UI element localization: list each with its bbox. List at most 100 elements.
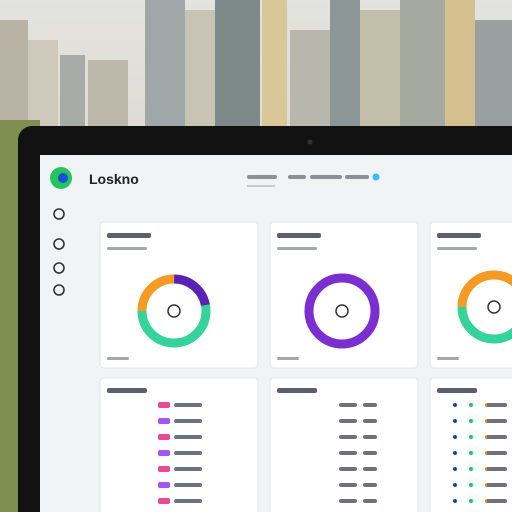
list-chip (158, 418, 170, 424)
list-text (487, 499, 507, 503)
building (445, 0, 475, 130)
nav-item[interactable] (247, 175, 277, 179)
city-skyline (0, 0, 512, 130)
list-dot (453, 467, 457, 471)
donut-segment (304, 273, 380, 349)
card-subtitle (277, 247, 317, 250)
list-text (174, 419, 202, 423)
list-dot (453, 499, 457, 503)
card-title (277, 388, 317, 393)
card-title (437, 233, 481, 238)
nav-item[interactable] (345, 175, 369, 179)
list-dot (453, 483, 457, 487)
building (262, 0, 287, 130)
cards (99, 221, 512, 512)
nav-item[interactable] (310, 175, 342, 179)
sidebar-icon[interactable] (53, 238, 65, 250)
list-text (363, 483, 377, 487)
building (185, 10, 215, 130)
card-footer (277, 357, 299, 360)
donut-icon (487, 300, 501, 314)
list-text (487, 483, 507, 487)
list-text (363, 499, 377, 503)
list-text (174, 451, 202, 455)
list-text (339, 403, 357, 407)
building (400, 0, 445, 130)
list-chip (158, 466, 170, 472)
list-text (339, 467, 357, 471)
list-text (174, 435, 202, 439)
list-text (363, 467, 377, 471)
sidebar-icon[interactable] (53, 284, 65, 296)
building (330, 0, 360, 130)
list-chip (158, 434, 170, 440)
list-text (487, 419, 507, 423)
list-chip (158, 450, 170, 456)
card (429, 377, 512, 512)
list-dot (469, 419, 473, 423)
camera (307, 139, 313, 145)
list-dot (453, 451, 457, 455)
card-subtitle (107, 247, 147, 250)
list-text (487, 451, 507, 455)
list-dot (453, 419, 457, 423)
nav-underline (247, 185, 275, 187)
list-text (339, 483, 357, 487)
donut-icon (167, 304, 181, 318)
list-text (174, 403, 202, 407)
card (269, 221, 419, 369)
sidebar-icon[interactable] (53, 208, 65, 220)
card-subtitle (437, 247, 477, 250)
list-text (339, 435, 357, 439)
building (290, 30, 330, 130)
list-chip (158, 482, 170, 488)
list-text (363, 403, 377, 407)
list-text (339, 419, 357, 423)
sidebar-icon[interactable] (53, 262, 65, 274)
card (429, 221, 512, 369)
card-footer (107, 357, 129, 360)
sidebar (53, 208, 65, 296)
list-text (339, 451, 357, 455)
building (215, 0, 260, 130)
nav-indicator (372, 173, 380, 181)
list-text (487, 467, 507, 471)
list-chip (158, 498, 170, 504)
list-text (339, 499, 357, 503)
donut-segment (137, 274, 211, 348)
building (60, 55, 85, 130)
donut-icon (335, 304, 349, 318)
list-dot (469, 435, 473, 439)
nav-item[interactable] (288, 175, 306, 179)
card-title (107, 388, 147, 393)
building (145, 0, 185, 130)
list-text (174, 467, 202, 471)
list-text (363, 419, 377, 423)
list-dot (453, 403, 457, 407)
list-dot (469, 451, 473, 455)
list-dot (469, 483, 473, 487)
list-dot (469, 403, 473, 407)
card (99, 377, 259, 512)
building (0, 20, 28, 130)
list-text (487, 403, 507, 407)
building (88, 60, 128, 130)
donut-segment (457, 270, 512, 344)
list-dot (453, 435, 457, 439)
app-name: Loskno (89, 171, 139, 187)
card-title (437, 388, 477, 393)
list-text (487, 435, 507, 439)
card (269, 377, 419, 512)
list-dot (469, 467, 473, 471)
list-text (174, 483, 202, 487)
list-chip (158, 402, 170, 408)
card-footer (437, 357, 459, 360)
list-text (363, 435, 377, 439)
list-text (363, 451, 377, 455)
card (99, 221, 259, 369)
list-text (174, 499, 202, 503)
list-dot (469, 499, 473, 503)
building (360, 10, 400, 130)
